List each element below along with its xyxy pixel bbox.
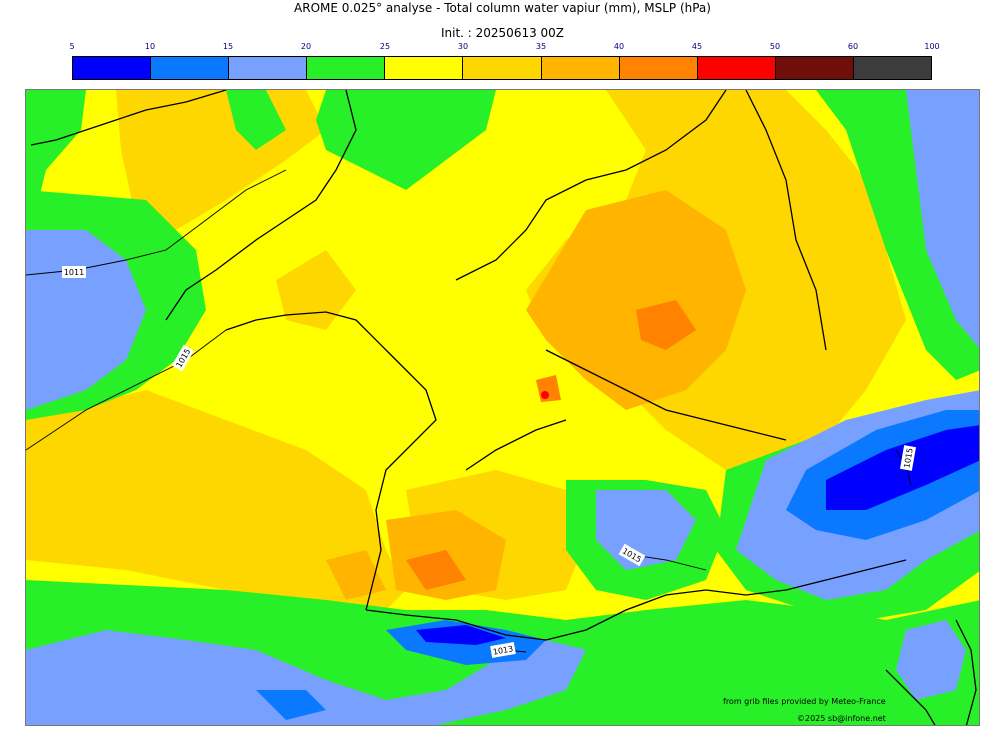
- isobar-label: 1011: [64, 268, 84, 277]
- copyright-credit: ©2025 sb@infone.net: [797, 714, 886, 723]
- colorbar-tick: 30: [457, 42, 469, 51]
- colorbar-tick: 10: [144, 42, 156, 51]
- colorbar-tick: 45: [691, 42, 703, 51]
- colorbar-segment: [73, 57, 152, 79]
- colorbar-tick: 60: [847, 42, 859, 51]
- isobar-label: 1015: [902, 447, 914, 469]
- colorbar-tick: 15: [222, 42, 234, 51]
- coastlines: [30, 90, 977, 725]
- colorbar-tick: 35: [535, 42, 547, 51]
- isobar-label: 1013: [492, 644, 514, 656]
- map-panel: 1011 1015 1015 1015 1013: [25, 89, 980, 726]
- colorbar-tick: 25: [379, 42, 391, 51]
- init-time-label: Init. : 20250613 00Z: [440, 26, 565, 40]
- field-45-50: [541, 391, 549, 399]
- colorbar-segment: [463, 57, 542, 79]
- colorbar-segment: [853, 57, 932, 79]
- data-source-credit: from grib files provided by Meteo-France: [723, 697, 886, 706]
- colorbar-segment: [697, 57, 776, 79]
- colorbar-tick: 40: [613, 42, 625, 51]
- colorbar-segment: [385, 57, 464, 79]
- field-40-45: [406, 300, 696, 590]
- colorbar: [72, 56, 932, 80]
- colorbar-segment: [151, 57, 230, 79]
- colorbar-segment: [307, 57, 386, 79]
- map-title: AROME 0.025° analyse - Total column wate…: [294, 1, 711, 15]
- colorbar-segment: [541, 57, 620, 79]
- map-canvas: 1011 1015 1015 1015 1013: [26, 90, 979, 725]
- colorbar-tick: 100: [924, 42, 940, 51]
- colorbar-tick: 50: [769, 42, 781, 51]
- colorbar-segment: [775, 57, 854, 79]
- colorbar-tick: 20: [300, 42, 312, 51]
- colorbar-segment: [619, 57, 698, 79]
- colorbar-tick: 5: [69, 42, 75, 51]
- colorbar-segment: [229, 57, 308, 79]
